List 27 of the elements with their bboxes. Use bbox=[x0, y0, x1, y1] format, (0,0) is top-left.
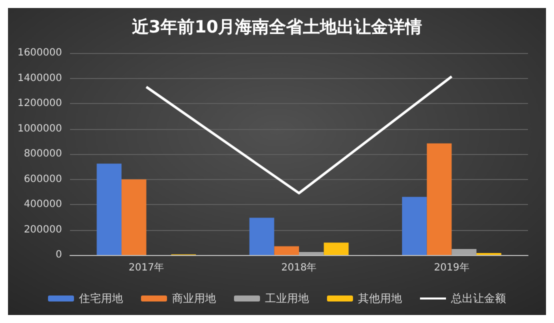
bar bbox=[452, 248, 476, 255]
x-tick-label: 2017年 bbox=[128, 262, 164, 274]
y-tick-label: 200000 bbox=[24, 224, 62, 236]
x-tick-label: 2018年 bbox=[281, 262, 317, 274]
y-tick-label: 1600000 bbox=[17, 48, 62, 58]
legend-label: 工业用地 bbox=[265, 292, 309, 305]
bar bbox=[299, 252, 324, 255]
bar bbox=[402, 196, 427, 255]
legend-label: 其他用地 bbox=[358, 292, 402, 305]
chart-title: 近3年前10月海南全省土地出让金详情 bbox=[130, 18, 422, 38]
y-tick-label: 600000 bbox=[24, 174, 62, 185]
bar bbox=[426, 143, 452, 255]
legend-label: 商业用地 bbox=[172, 292, 216, 305]
bar bbox=[274, 246, 299, 255]
y-tick-label: 1400000 bbox=[17, 72, 62, 84]
legend-label: 总出让金额 bbox=[450, 292, 506, 305]
y-tick-label: 400000 bbox=[24, 199, 62, 210]
y-tick-label: 800000 bbox=[24, 148, 62, 160]
x-tick-label: 2019年 bbox=[434, 262, 470, 274]
legend-label: 住宅用地 bbox=[79, 292, 123, 305]
bar bbox=[122, 179, 146, 255]
bar bbox=[249, 218, 274, 255]
y-tick-label: 0 bbox=[56, 250, 62, 260]
bar bbox=[96, 164, 122, 255]
y-tick-label: 1200000 bbox=[17, 98, 62, 109]
bar bbox=[324, 242, 349, 255]
y-tick-label: 1000000 bbox=[17, 123, 62, 134]
